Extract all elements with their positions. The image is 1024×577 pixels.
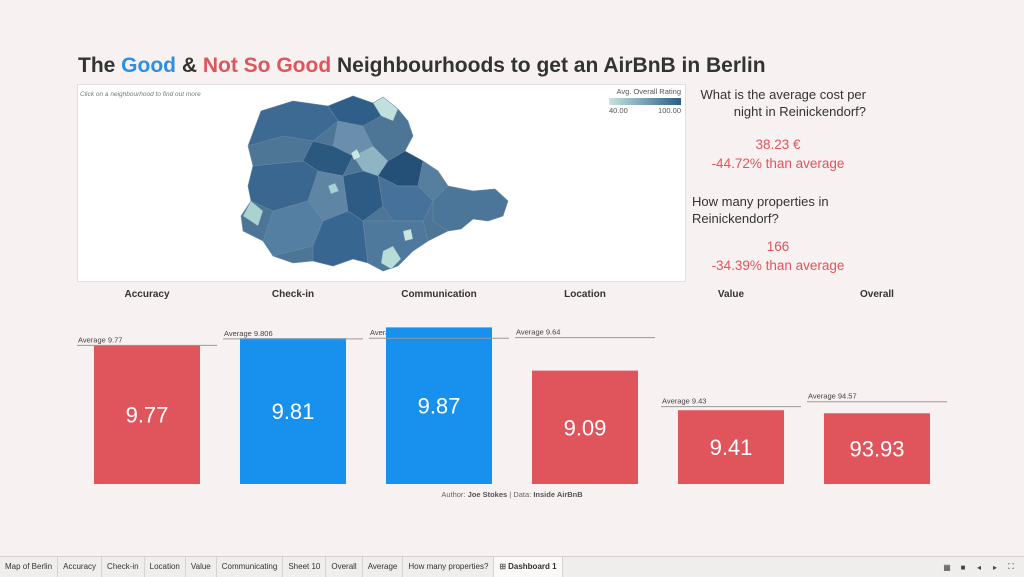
question-cost: What is the average cost per night in Re… <box>700 87 866 119</box>
title-part-2: & <box>176 54 203 77</box>
legend-min: 40.00 <box>609 106 628 115</box>
tab-check-in[interactable]: Check-in <box>102 557 145 577</box>
check-in-value-label: 9.81 <box>272 399 315 424</box>
dashboard-title: The Good & Not So Good Neighbourhoods to… <box>78 54 766 78</box>
neighbourhood-west[interactable] <box>247 100 339 147</box>
overall-chart-title: Overall <box>860 289 894 300</box>
location-chart-title: Location <box>564 289 606 300</box>
tab-communicating[interactable]: Communicating <box>217 557 284 577</box>
sheet-tabs: Map of Berlin Accuracy Check-in Location… <box>0 556 1024 577</box>
tab-how-many-properties[interactable]: How many properties? <box>403 557 495 577</box>
title-good: Good <box>121 54 176 77</box>
sheet-navigation: ▦ ■ ◂ ▸ ⛶ <box>942 557 1016 577</box>
tab-location[interactable]: Location <box>145 557 186 577</box>
accuracy-average-label: Average 9.77 <box>78 335 122 344</box>
grid-view-icon[interactable]: ▦ <box>943 562 951 572</box>
title-part-3: Neighbourhoods to get an AirBnB in Berli… <box>331 54 766 77</box>
previous-sheet-icon[interactable]: ◂ <box>976 562 981 572</box>
neighbourhood-small-3[interactable] <box>327 182 340 195</box>
neighbourhood-southeast-1[interactable] <box>377 175 434 222</box>
title-part-1: The <box>78 54 122 77</box>
berlin-map-panel: Click on a neighbourhood to find out mor… <box>77 84 686 282</box>
value-bar <box>678 410 784 484</box>
check-in-bar <box>240 338 346 484</box>
answer-properties: 166 -34.39% than average <box>688 237 868 275</box>
list-view-icon[interactable]: ■ <box>960 562 966 572</box>
answer-properties-diff: -34.39% than average <box>711 258 845 273</box>
title-not-so-good: Not So Good <box>202 54 332 77</box>
neighbourhood-south-4[interactable] <box>312 210 369 267</box>
neighbourhood-small-1[interactable] <box>350 148 362 161</box>
legend-max: 100.00 <box>658 106 681 115</box>
dashboard-icon: ⊞ <box>499 562 507 571</box>
answer-cost-value: 38.23 € <box>755 137 801 152</box>
location-average-label: Average 9.64 <box>516 328 560 337</box>
tab-dashboard-1-label: Dashboard 1 <box>508 562 557 571</box>
accuracy-value-label: 9.77 <box>126 403 169 428</box>
neighbourhood-spandau-south[interactable] <box>242 200 264 227</box>
answer-cost-diff: -44.72% than average <box>711 156 845 171</box>
tab-sheet-10[interactable]: Sheet 10 <box>283 557 327 577</box>
value-value-label: 9.41 <box>710 435 753 460</box>
communication-bar <box>386 327 492 484</box>
overall-average-label: Average 94.57 <box>808 392 857 401</box>
communication-chart-title: Communication <box>401 289 477 300</box>
answer-cost: 38.23 € -44.72% than average <box>688 135 868 173</box>
tab-average[interactable]: Average <box>363 557 404 577</box>
accuracy-chart-title: Accuracy <box>124 289 169 300</box>
communication-value-label: 9.87 <box>418 394 461 419</box>
data-source: Inside AirBnB <box>533 490 583 499</box>
neighbourhood-koepenick[interactable] <box>432 185 509 232</box>
legend-title: Avg. Overall Rating <box>616 87 681 96</box>
value-chart-title: Value <box>718 289 745 300</box>
author-mid: | Data: <box>507 490 534 499</box>
fullscreen-icon[interactable]: ⛶ <box>1008 562 1014 571</box>
accuracy-bar <box>94 345 200 484</box>
map-legend: Avg. Overall Rating 40.00 100.00 <box>609 87 681 115</box>
berlin-neighbourhood-map[interactable] <box>233 91 533 276</box>
neighbourhood-small-2[interactable] <box>402 228 414 242</box>
map-hint: Click on a neighbourhood to find out mor… <box>80 91 201 98</box>
value-average-label: Average 9.43 <box>662 397 706 406</box>
legend-gradient <box>609 98 681 105</box>
tab-accuracy[interactable]: Accuracy <box>58 557 103 577</box>
answer-properties-value: 166 <box>766 239 790 254</box>
location-bar <box>532 370 638 484</box>
tab-dashboard-1[interactable]: ⊞ Dashboard 1 <box>494 557 563 577</box>
check-in-chart-title: Check-in <box>272 289 314 300</box>
question-properties: How many properties in Reinickendorf? <box>692 194 829 226</box>
next-sheet-icon[interactable]: ▸ <box>992 562 997 572</box>
check-in-average-label: Average 9.806 <box>224 329 273 338</box>
author-credit: Author: Joe Stokes | Data: Inside AirBnB <box>0 490 1024 499</box>
tab-map-of-berlin[interactable]: Map of Berlin <box>0 557 59 577</box>
neighbourhood-southeast-lake[interactable] <box>380 245 402 270</box>
tab-value[interactable]: Value <box>186 557 217 577</box>
overall-bar <box>824 413 930 484</box>
overall-value-label: 93.93 <box>849 437 904 462</box>
tab-overall[interactable]: Overall <box>326 557 363 577</box>
author-name: Joe Stokes <box>467 490 508 499</box>
location-value-label: 9.09 <box>564 415 607 440</box>
author-prefix: Author: <box>441 490 468 499</box>
legend-range: 40.00 100.00 <box>609 106 681 115</box>
